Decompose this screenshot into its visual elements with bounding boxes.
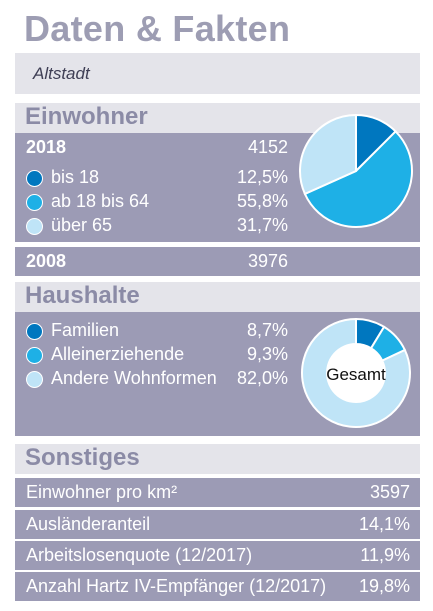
legend-label-andere: Andere Wohnformen bbox=[51, 368, 217, 388]
legend-value-familien: 8,7% bbox=[246, 320, 288, 340]
haushalte-panel: Familien 8,7% Alleinerziehende 9,3% Ande… bbox=[15, 312, 420, 436]
legend-dot-bis-18 bbox=[26, 170, 43, 187]
stat-label: Anzahl Hartz IV-Empfänger (12/2017) bbox=[26, 576, 327, 596]
legend-label-alleinerziehende: Alleinerziehende bbox=[51, 344, 185, 364]
year-prev: 2008 bbox=[26, 251, 67, 271]
year-prev-row: 2008 3976 bbox=[15, 247, 420, 276]
stat-row: Arbeitslosenquote (12/2017) 11,9% bbox=[15, 541, 420, 570]
stat-row: Ausländeranteil 14,1% bbox=[15, 510, 420, 539]
sonstiges-heading: Sonstiges bbox=[25, 444, 140, 471]
stat-value: 3597 bbox=[369, 482, 410, 502]
legend-dot-18-64 bbox=[26, 194, 43, 211]
legend-value-bis-18: 12,5% bbox=[236, 167, 288, 187]
einwohner-heading: Einwohner bbox=[25, 103, 148, 130]
page-title: Daten & Fakten bbox=[24, 8, 291, 49]
stat-label: Einwohner pro km² bbox=[26, 482, 178, 502]
haushalte-header: Haushalte bbox=[15, 282, 420, 312]
legend-label-ueber-65: über 65 bbox=[51, 215, 113, 235]
stat-value: 11,9% bbox=[360, 545, 410, 565]
stat-label: Arbeitslosenquote (12/2017) bbox=[26, 545, 253, 565]
stat-value: 19,8% bbox=[358, 576, 410, 596]
legend-value-18-64: 55,8% bbox=[236, 191, 288, 211]
legend-value-andere: 82,0% bbox=[236, 368, 288, 388]
district-bar: Altstadt bbox=[15, 53, 420, 94]
legend-dot-andere bbox=[26, 371, 43, 388]
legend-dot-alleinerziehende bbox=[26, 347, 43, 364]
stat-value: 14,1% bbox=[358, 514, 410, 534]
legend-value-alleinerziehende: 9,3% bbox=[246, 344, 288, 364]
stat-row: Einwohner pro km² 3597 bbox=[15, 478, 420, 507]
einwohner-panel: 2018 4152 bis 18 12,5% ab 18 bis 64 55,8… bbox=[15, 133, 420, 242]
legend-label-familien: Familien bbox=[51, 320, 120, 340]
stat-label: Ausländeranteil bbox=[26, 514, 151, 534]
legend-dot-familien bbox=[26, 323, 43, 340]
haushalte-heading: Haushalte bbox=[25, 282, 140, 309]
sonstiges-header: Sonstiges bbox=[15, 444, 420, 474]
legend-dot-ueber-65 bbox=[26, 218, 43, 235]
total-prev: 3976 bbox=[247, 251, 288, 271]
year-current: 2018 bbox=[26, 137, 67, 157]
district-name: Altstadt bbox=[33, 64, 90, 83]
legend-label-bis-18: bis 18 bbox=[51, 167, 100, 187]
einwohner-header: Einwohner bbox=[15, 103, 420, 133]
stat-row: Anzahl Hartz IV-Empfänger (12/2017) 19,8… bbox=[15, 572, 420, 601]
legend-label-18-64: ab 18 bis 64 bbox=[51, 191, 150, 211]
total-current: 4152 bbox=[247, 137, 288, 157]
legend-value-ueber-65: 31,7% bbox=[236, 215, 288, 235]
